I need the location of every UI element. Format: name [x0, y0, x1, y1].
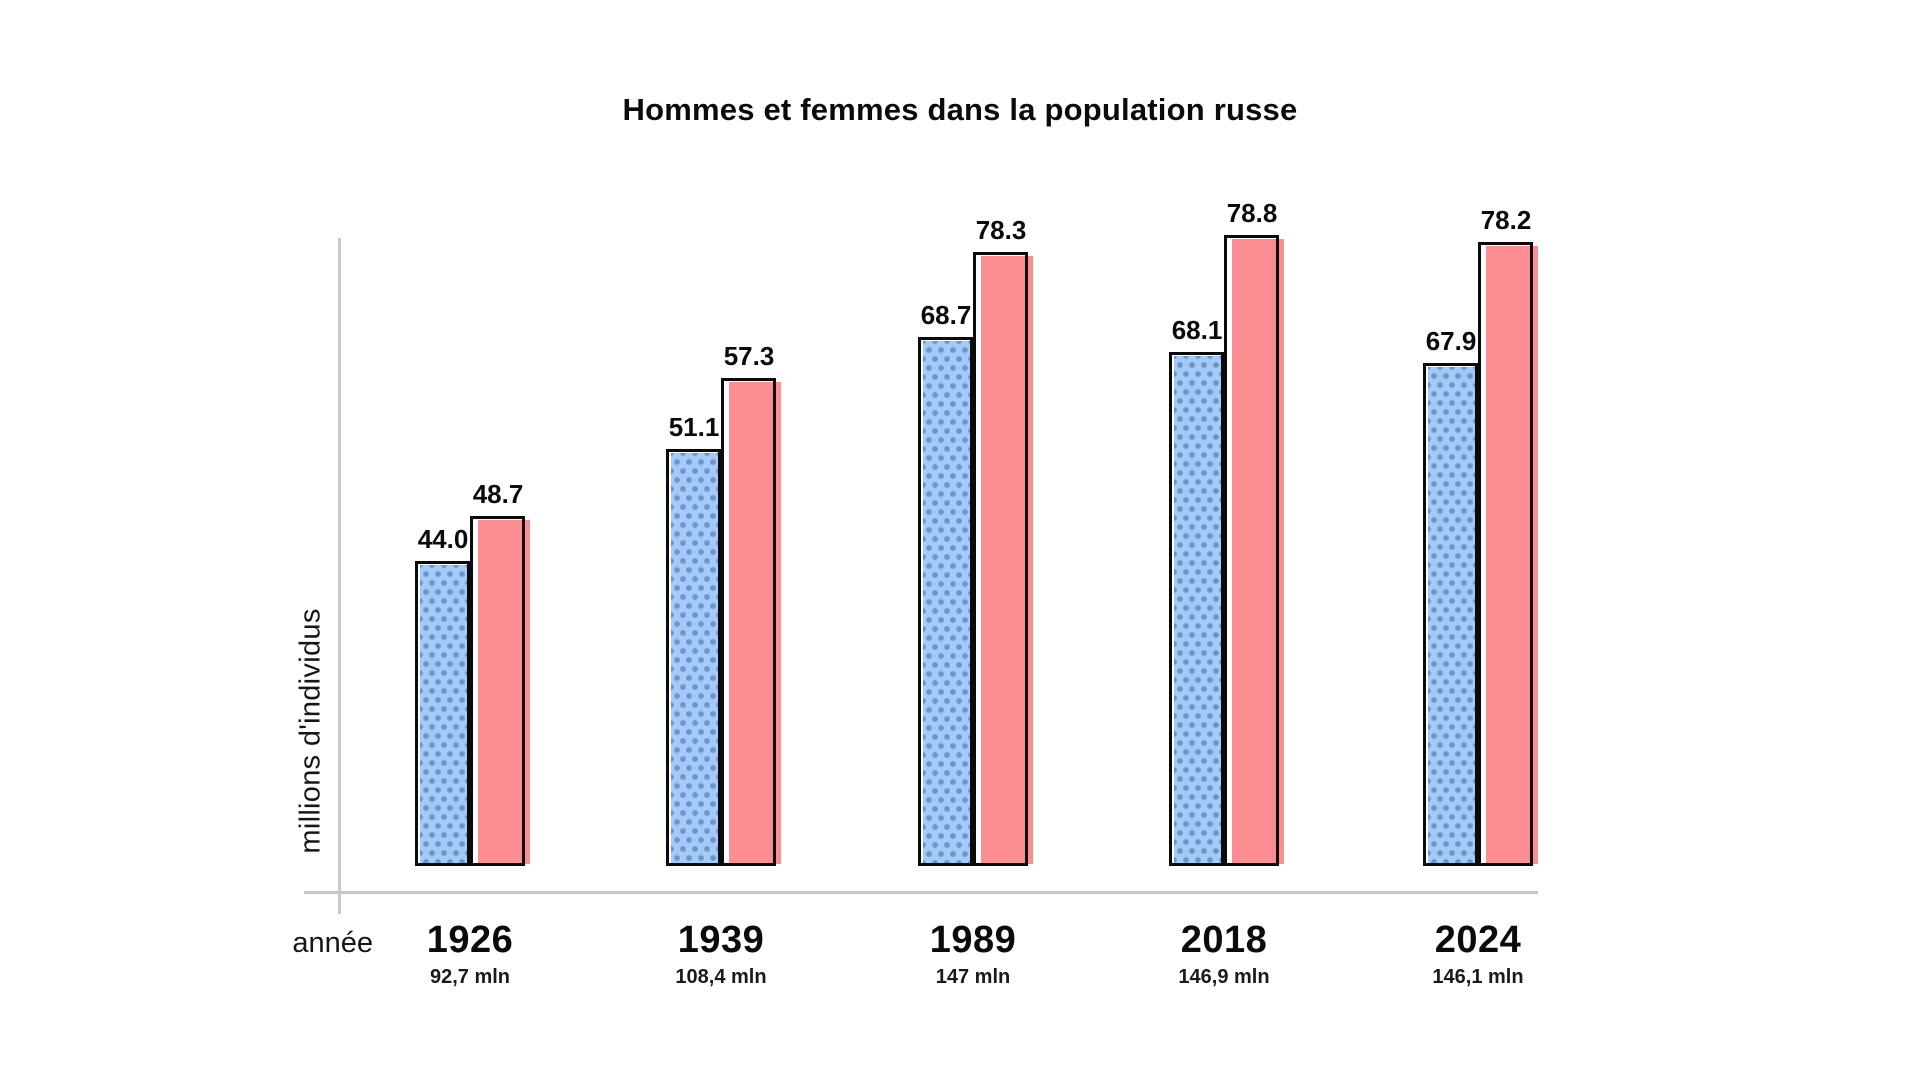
bar-blue-2024 — [1423, 363, 1478, 866]
value-label-pink-1989: 78.3 — [975, 215, 1027, 245]
bar-fill-pink-1939 — [729, 382, 781, 864]
bar-pink-2018 — [1224, 235, 1279, 866]
bar-blue-1926 — [415, 561, 470, 866]
chart-title: Hommes et femmes dans la population russ… — [622, 92, 1298, 127]
bar-pink-1939 — [721, 378, 776, 866]
x-axis-line — [304, 891, 1538, 894]
bar-fill-blue-1939 — [671, 453, 724, 864]
value-label-pink-2024: 78.2 — [1480, 205, 1532, 235]
x-axis-label: année — [292, 927, 373, 959]
value-label-pink-1939: 57.3 — [723, 341, 775, 371]
year-label-1989: 1989 — [929, 919, 1017, 961]
total-label-2024: 146,1 mln — [1432, 966, 1524, 988]
bar-fill-pink-1989 — [981, 256, 1033, 864]
y-axis-label: millions d'individus — [294, 608, 327, 854]
bar-blue-1989 — [918, 337, 973, 866]
year-label-2018: 2018 — [1180, 919, 1268, 961]
bar-fill-blue-1989 — [923, 341, 976, 864]
year-label-2024: 2024 — [1434, 919, 1522, 961]
year-label-1926: 1926 — [426, 919, 514, 961]
bar-pink-2024 — [1478, 242, 1533, 866]
bar-pink-1989 — [973, 252, 1028, 866]
bar-fill-blue-2018 — [1174, 356, 1227, 864]
value-label-pink-1926: 48.7 — [472, 479, 524, 509]
bar-blue-1939 — [666, 449, 721, 866]
value-label-blue-1939: 51.1 — [668, 412, 720, 442]
bar-pink-1926 — [470, 516, 525, 866]
value-label-blue-2018: 68.1 — [1171, 315, 1223, 345]
total-label-1926: 92,7 mln — [429, 966, 511, 988]
y-axis-line — [338, 238, 341, 914]
bar-fill-pink-1926 — [478, 520, 530, 864]
bar-fill-blue-2024 — [1428, 367, 1481, 864]
bar-blue-2018 — [1169, 352, 1224, 866]
year-label-1939: 1939 — [677, 919, 765, 961]
value-label-pink-2018: 78.8 — [1226, 198, 1278, 228]
value-label-blue-1926: 44.0 — [417, 524, 469, 554]
value-label-blue-2024: 67.9 — [1425, 326, 1477, 356]
total-label-2018: 146,9 mln — [1178, 966, 1270, 988]
total-label-1989: 147 mln — [935, 966, 1011, 988]
value-label-blue-1989: 68.7 — [920, 300, 972, 330]
bar-fill-blue-1926 — [420, 565, 473, 864]
total-label-1939: 108,4 mln — [675, 966, 767, 988]
bar-fill-pink-2018 — [1232, 239, 1284, 864]
bar-fill-pink-2024 — [1486, 246, 1538, 864]
